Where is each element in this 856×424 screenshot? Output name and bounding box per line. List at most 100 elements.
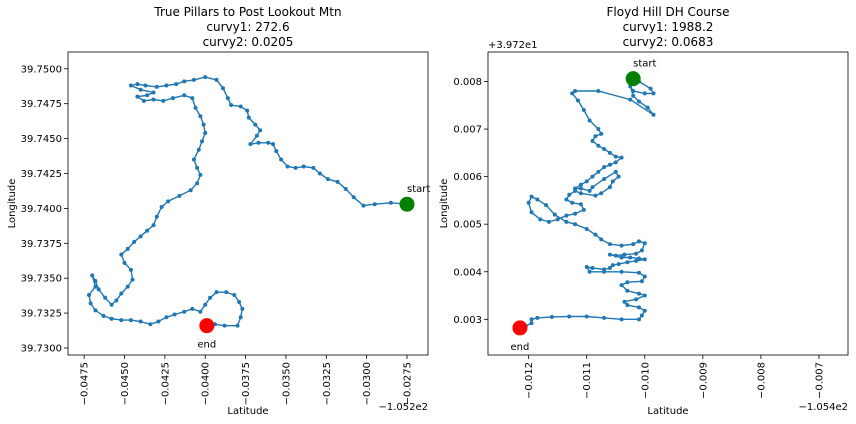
x-tick-label: −0.0425 [160,362,171,405]
route-point [229,103,234,108]
route-point [154,214,159,219]
route-point [191,157,196,162]
route-point [188,188,193,193]
route-point [96,287,101,292]
route-point [578,182,583,187]
route-point [642,293,647,298]
route-point [619,243,624,248]
route-point [222,323,227,328]
route-point [372,202,377,207]
route-point [232,292,237,297]
route-point [613,169,618,174]
y-offset-label: +3.972e1 [488,40,538,51]
route-point [625,288,630,293]
route-point [170,96,175,101]
route-point [578,191,583,196]
route-point [599,237,604,242]
y-tick-label: 39.7450 [21,134,62,145]
route-point [602,269,607,274]
route-point [164,83,169,88]
start-marker [399,196,415,212]
route-point [642,91,647,96]
route-point [154,84,159,89]
route-point [599,191,604,196]
route-point [253,122,258,127]
route-point [246,115,251,120]
route-point [587,269,592,274]
route-point [271,142,276,147]
chart-title-line: Floyd Hill DH Course [607,5,730,19]
route-point [546,219,551,224]
route-point [578,186,583,191]
route-point [642,257,647,262]
route-point [573,222,578,227]
route-point [636,317,641,322]
route-point [596,143,601,148]
route-point [634,297,639,302]
route-point [619,269,624,274]
route-point [564,219,569,224]
end-marker [199,318,215,334]
x-tick-label: −0.007 [814,362,825,399]
route-point [214,77,219,82]
route-point [631,89,636,94]
route-point [128,83,133,88]
route-point [567,314,572,319]
route-point [634,251,639,256]
route-point [616,174,621,179]
route-point [648,86,653,91]
route-point [93,278,98,283]
y-tick-label: 0.005 [453,220,482,231]
route-point [128,267,133,272]
route-point [130,277,135,282]
y-tick-label: 39.7400 [21,204,62,215]
route-point [114,298,119,303]
route-point [570,200,575,205]
route-point [119,291,124,296]
route-point [238,315,243,320]
route-point [240,306,245,311]
route-point [535,315,540,320]
route-point [642,241,647,246]
route-point [639,248,644,253]
route-point [103,295,108,300]
route-point [552,212,557,217]
route-point [335,179,340,184]
route-point [636,270,641,275]
route-point [138,234,143,239]
x-axis-label: Latitude [647,406,688,417]
route-line [88,76,408,327]
chart-title-line: True Pillars to Post Lookout Mtn [153,5,341,19]
route-point [325,177,330,182]
route-point [651,112,656,117]
chart-panel-1: True Pillars to Post Lookout Mtncurvy1: … [7,5,430,417]
route-point [555,217,560,222]
route-point [570,91,575,96]
x-tick-label: −0.010 [640,362,651,399]
route-point [529,194,534,199]
route-point [301,164,306,169]
route-point [198,309,203,314]
y-tick-label: 39.7425 [21,169,62,180]
y-tick-label: 0.008 [453,77,482,88]
route-point [214,290,219,295]
route-point [619,255,624,260]
route-point [88,301,93,306]
end-label: end [197,340,216,351]
route-point [125,284,130,289]
route-point [584,226,589,231]
route-point [138,87,143,92]
route-point [631,242,636,247]
route-point [135,82,140,87]
route-point [274,149,279,154]
route-point [198,114,203,119]
route-point [151,223,156,228]
route-point [625,303,630,308]
route-point [343,186,348,191]
x-tick-label: −0.0475 [80,362,91,405]
route-point [195,181,200,186]
route-point [198,172,203,177]
route-point [128,318,133,323]
route-point [573,89,578,94]
route-point [256,140,261,145]
